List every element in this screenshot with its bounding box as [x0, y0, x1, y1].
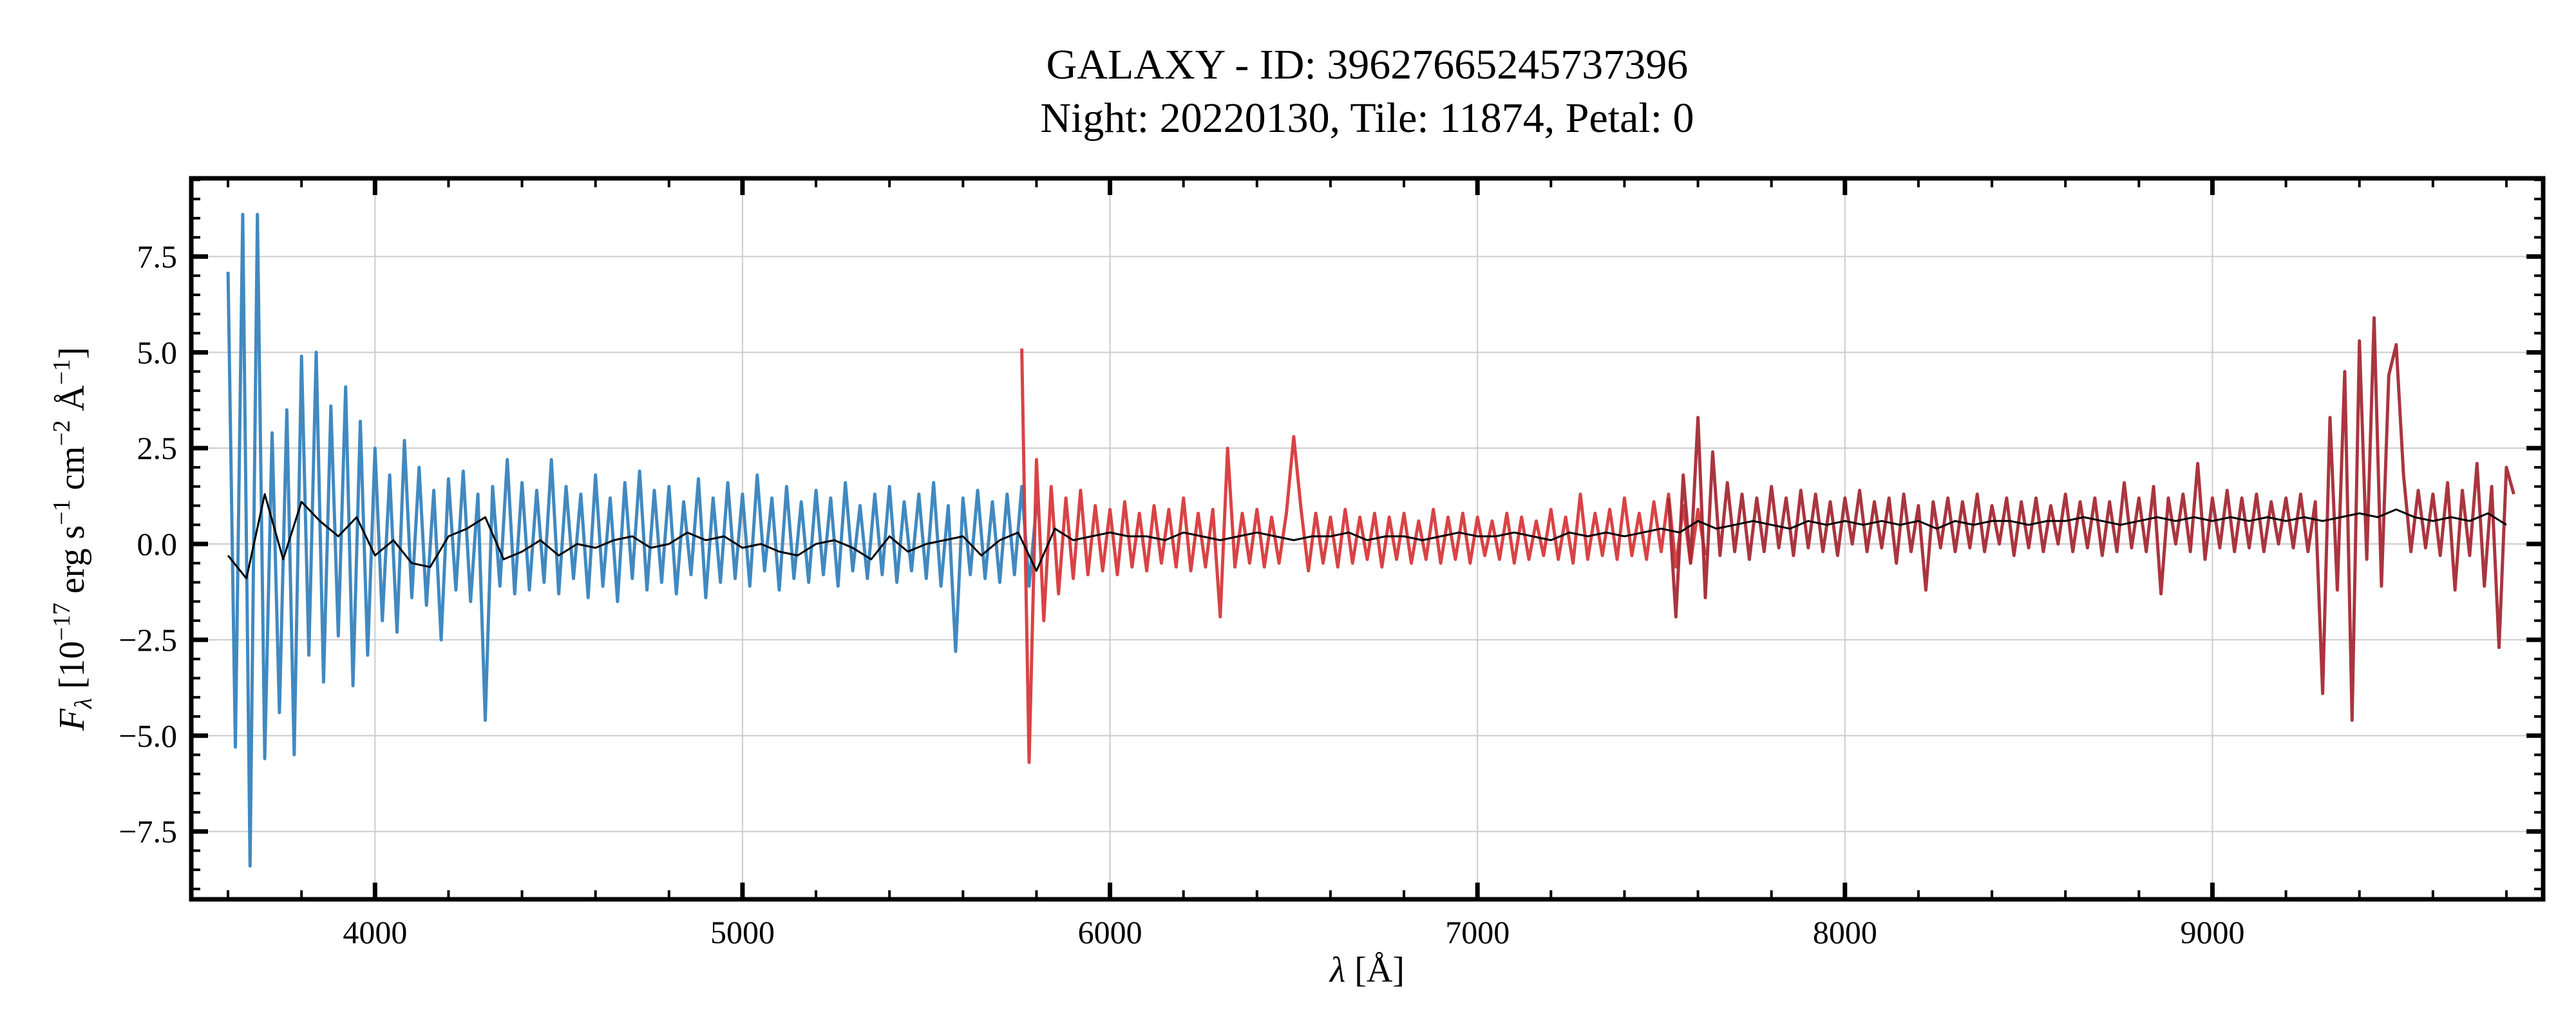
flux-red-arm [1020, 348, 1707, 764]
plot-frame [189, 176, 2546, 902]
y-axis-exp: −1 [48, 359, 75, 385]
y-axis-subscript: λ [70, 698, 97, 709]
y-tick-label: 7.5 [137, 238, 178, 274]
y-axis-exp: −1 [48, 499, 75, 525]
y-axis-exp: −2 [48, 420, 75, 446]
y-tick-label: −7.5 [118, 814, 177, 850]
y-axis-symbol: F [52, 708, 92, 731]
y-axis-erg: erg s [52, 525, 92, 603]
y-tick-label: −5.0 [118, 718, 177, 754]
y-tick-label: 5.0 [137, 334, 178, 370]
x-tick-label: 9000 [2180, 914, 2244, 950]
model-line [227, 493, 2507, 580]
x-axis-label: λ [Å] [1329, 950, 1405, 990]
chart-title: GALAXY - ID: 39627665245737396 [1046, 41, 1689, 88]
y-tick-label: 0.0 [137, 526, 178, 562]
x-axis-symbol: λ [1329, 950, 1345, 990]
x-tick-label: 8000 [1813, 914, 1877, 950]
flux-nir-arm [1667, 316, 2515, 722]
chart-subtitle: Night: 20220130, Tile: 11874, Petal: 0 [1040, 95, 1694, 142]
y-axis-close: ] [52, 347, 92, 359]
y-tick-label: −2.5 [118, 622, 177, 658]
y-tick-label: 2.5 [137, 430, 178, 466]
y-axis-exp: −17 [48, 603, 75, 641]
grid [191, 178, 2543, 899]
y-axis-angstrom: Å [52, 385, 92, 420]
flux-blue-arm [226, 212, 1038, 868]
x-tick-labels: 4000 5000 6000 7000 8000 9000 [343, 914, 2244, 950]
x-tick-label: 5000 [710, 914, 775, 950]
x-tick-label: 6000 [1078, 914, 1142, 950]
y-axis-label: Fλ [10−17 erg s−1 cm−2 Å−1] [48, 347, 97, 731]
series-group [226, 212, 2515, 868]
y-tick-labels: −7.5 −5.0 −2.5 0.0 2.5 5.0 7.5 [118, 238, 177, 849]
x-tick-label: 4000 [343, 914, 407, 950]
y-axis-cm: cm [52, 446, 92, 499]
x-tick-label: 7000 [1445, 914, 1510, 950]
y-axis-prefix: [10 [52, 641, 92, 698]
x-axis-unit: [Å] [1345, 950, 1405, 990]
